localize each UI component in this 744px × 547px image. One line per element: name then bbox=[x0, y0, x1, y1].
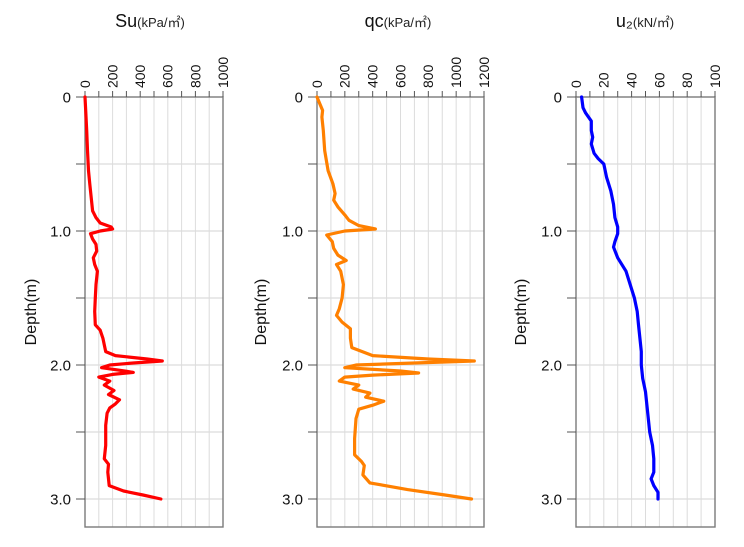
x-tick-label: 400 bbox=[132, 64, 148, 88]
y-tick-label: 3.0 bbox=[541, 491, 562, 508]
panel-title-main: qc bbox=[365, 11, 384, 31]
panel-title: qc(kPa/㎡) bbox=[365, 11, 432, 31]
y-tick-label: 0 bbox=[554, 89, 562, 106]
x-tick-label: 800 bbox=[187, 64, 203, 88]
series-line-Su bbox=[83, 95, 164, 501]
x-tick-label: 600 bbox=[160, 64, 176, 88]
y-tick-label: 2.0 bbox=[541, 357, 562, 374]
x-tick-label: 200 bbox=[337, 64, 353, 88]
panel-title-unit: (kPa/㎡) bbox=[384, 15, 432, 30]
x-tick-label: 60 bbox=[651, 72, 667, 88]
panel-title: Su(kPa/㎡) bbox=[115, 11, 185, 31]
panel-title: u₂(kN/㎡) bbox=[616, 11, 674, 31]
y-axis-title: Depth(m) bbox=[253, 279, 270, 346]
x-tick-label: 0 bbox=[77, 80, 93, 88]
y-tick-label: 3.0 bbox=[50, 491, 71, 508]
panel-title-main: u₂ bbox=[616, 11, 633, 31]
panel-title-unit: (kPa/㎡) bbox=[137, 15, 185, 30]
panel-title-main: Su bbox=[115, 11, 137, 31]
x-tick-label: 800 bbox=[420, 64, 436, 88]
panel-u2: 0 20 40 60 80 100 0 1.0 2.0 3.0 Depth(m) u₂(kN/㎡) bbox=[513, 11, 723, 528]
x-tick-label: 600 bbox=[392, 64, 408, 88]
x-tick-label: 1200 bbox=[476, 57, 492, 88]
y-tick-label: 1.0 bbox=[50, 223, 71, 240]
series-line-u2 bbox=[580, 95, 660, 501]
y-tick-label: 2.0 bbox=[282, 357, 303, 374]
y-tick-label: 0 bbox=[63, 89, 71, 106]
y-tick-label: 3.0 bbox=[282, 491, 303, 508]
y-tick-label: 0 bbox=[295, 89, 303, 106]
series-line-qc bbox=[315, 95, 476, 501]
x-tick-label: 0 bbox=[309, 80, 325, 88]
x-tick-label: 20 bbox=[596, 72, 612, 88]
y-axis-title: Depth(m) bbox=[513, 279, 530, 346]
x-tick-label: 400 bbox=[365, 64, 381, 88]
panel-qc: 0 200 400 600 800 1000 1200 0 1.0 2.0 3.0 Depth(m) q… bbox=[253, 11, 492, 528]
x-tick-label: 0 bbox=[568, 80, 584, 88]
x-tick-label: 1000 bbox=[215, 57, 231, 88]
y-tick-label: 2.0 bbox=[50, 357, 71, 374]
y-tick-label: 1.0 bbox=[541, 223, 562, 240]
x-tick-label: 40 bbox=[624, 72, 640, 88]
x-tick-label: 80 bbox=[679, 72, 695, 88]
x-tick-label: 100 bbox=[707, 64, 723, 88]
x-tick-label: 1000 bbox=[448, 57, 464, 88]
panel-su: 0 200 400 600 800 1000 0 1.0 2.0 3.0 Depth(m) Su(kP… bbox=[23, 11, 231, 528]
x-tick-label: 200 bbox=[105, 64, 121, 88]
panel-title-unit: (kN/㎡) bbox=[633, 15, 674, 30]
y-tick-label: 1.0 bbox=[282, 223, 303, 240]
y-axis-title: Depth(m) bbox=[23, 279, 40, 346]
